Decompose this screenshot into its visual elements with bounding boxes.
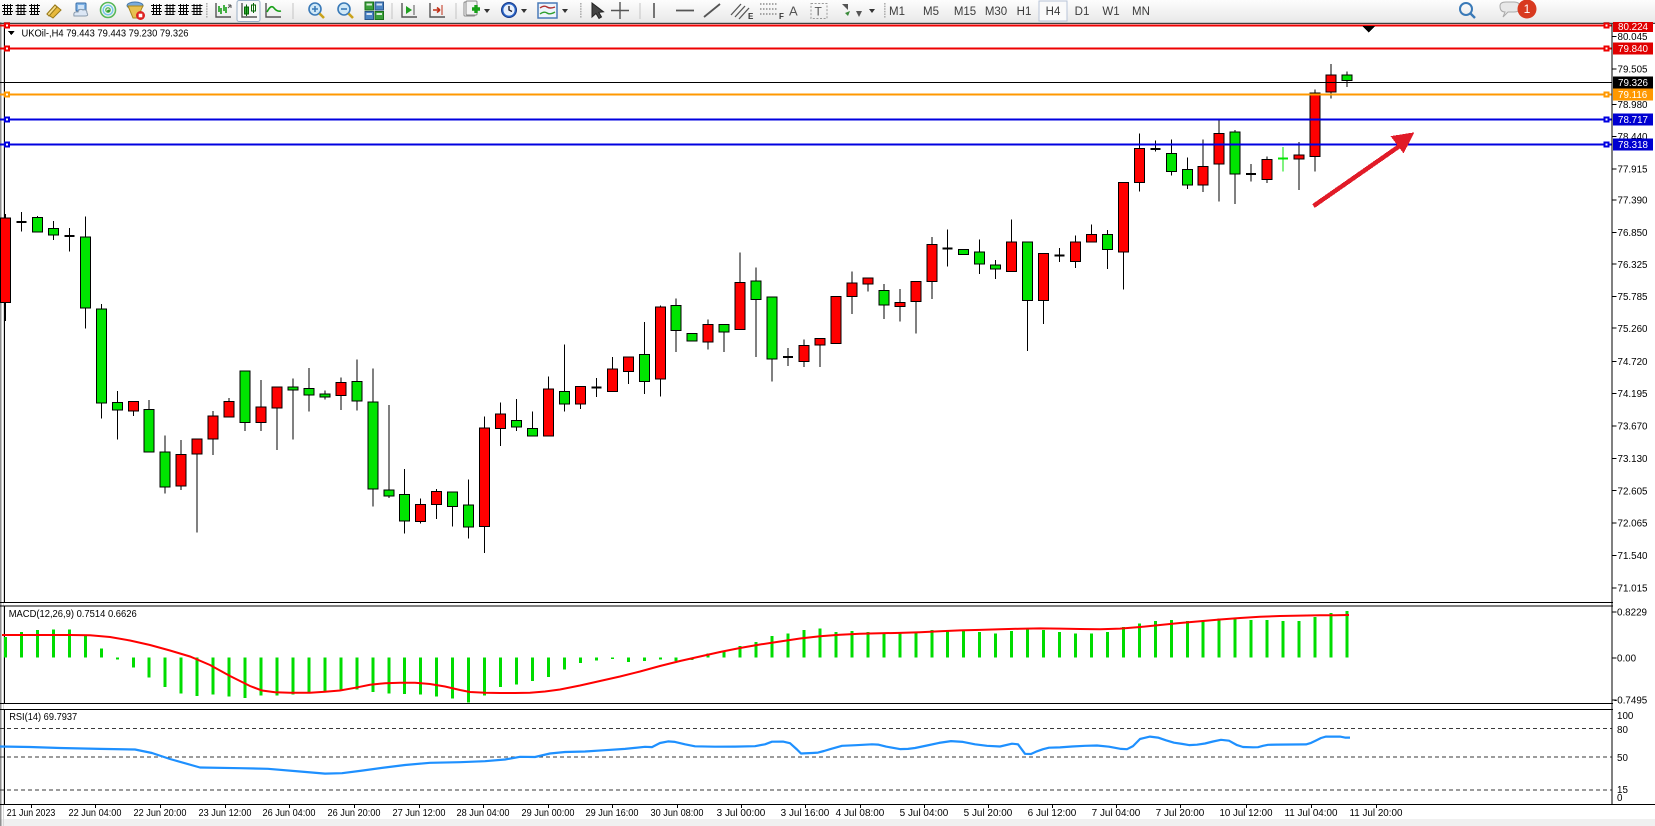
svg-text:11 Jul 20:00: 11 Jul 20:00 [1350,808,1404,819]
svg-text:11 Jul 04:00: 11 Jul 04:00 [1285,808,1339,819]
svg-text:M30: M30 [985,6,1007,18]
svg-text:0.8229: 0.8229 [1617,608,1647,619]
svg-text:74.720: 74.720 [1618,357,1649,368]
svg-text:71.540: 71.540 [1618,551,1649,562]
svg-text:80.224: 80.224 [1618,22,1649,33]
svg-text:M5: M5 [923,6,939,18]
svg-text:28 Jun 04:00: 28 Jun 04:00 [457,808,511,819]
svg-text:76.325: 76.325 [1618,260,1649,271]
svg-text:73.130: 73.130 [1618,454,1649,465]
svg-text:H1: H1 [1017,6,1032,18]
svg-text:-0.7495: -0.7495 [1614,696,1648,707]
svg-text:MACD(12,26,9) 0.7514 0.6626: MACD(12,26,9) 0.7514 0.6626 [9,609,137,620]
svg-text:78.980: 78.980 [1618,100,1649,111]
svg-text:80: 80 [1617,725,1628,736]
svg-text:0.00: 0.00 [1617,654,1637,665]
svg-text:50: 50 [1617,753,1628,764]
svg-text:75.785: 75.785 [1618,292,1649,303]
svg-text:10 Jul 12:00: 10 Jul 12:00 [1220,808,1274,819]
svg-text:77.915: 77.915 [1618,165,1649,176]
svg-text:71.015: 71.015 [1618,584,1649,595]
svg-text:76.850: 76.850 [1618,228,1649,239]
svg-text:74.195: 74.195 [1618,389,1649,400]
svg-text:26 Jun 04:00: 26 Jun 04:00 [263,808,317,819]
svg-text:22 Jun 20:00: 22 Jun 20:00 [134,808,188,819]
svg-text:F: F [779,12,784,21]
svg-text:79.840: 79.840 [1618,44,1649,55]
svg-text:E: E [748,12,754,21]
svg-text:77.390: 77.390 [1618,196,1649,207]
svg-text:79.326: 79.326 [1618,78,1649,89]
svg-text:RSI(14) 69.7937: RSI(14) 69.7937 [9,712,77,723]
svg-text:100: 100 [1617,711,1634,722]
svg-text:3 Jul 00:00: 3 Jul 00:00 [717,808,766,819]
svg-text:5 Jul 04:00: 5 Jul 04:00 [900,808,949,819]
svg-text:0: 0 [1617,793,1623,804]
svg-text:MN: MN [1132,6,1150,18]
svg-text:H4: H4 [1046,6,1061,18]
svg-text:23 Jun 12:00: 23 Jun 12:00 [199,808,253,819]
svg-text:7 Jul 04:00: 7 Jul 04:00 [1092,808,1141,819]
svg-text:22 Jun 04:00: 22 Jun 04:00 [69,808,123,819]
svg-text:78.318: 78.318 [1618,140,1649,151]
svg-text:6 Jul 12:00: 6 Jul 12:00 [1028,808,1077,819]
svg-text:1: 1 [1524,2,1531,16]
svg-text:4 Jul 08:00: 4 Jul 08:00 [836,808,885,819]
svg-text:A: A [789,4,798,19]
svg-text:29 Jun 16:00: 29 Jun 16:00 [586,808,640,819]
svg-text:72.605: 72.605 [1618,486,1649,497]
svg-text:79.505: 79.505 [1618,65,1649,76]
svg-text:80.045: 80.045 [1618,32,1649,43]
svg-text:72.065: 72.065 [1618,519,1649,530]
svg-text:29 Jun 00:00: 29 Jun 00:00 [522,808,576,819]
svg-text:UKOil-,H4 79.443 79.443 79.23: UKOil-,H4 79.443 79.443 79.230 79.326 [22,28,189,40]
svg-text:M1: M1 [889,6,905,18]
svg-text:3 Jul 16:00: 3 Jul 16:00 [781,808,830,819]
svg-text:M15: M15 [954,6,976,18]
svg-text:15: 15 [1617,785,1628,796]
svg-text:79.116: 79.116 [1618,90,1648,101]
svg-text:D1: D1 [1075,6,1090,18]
svg-text:21 Jun 2023: 21 Jun 2023 [7,808,56,819]
svg-text:78.717: 78.717 [1618,115,1648,126]
svg-text:75.260: 75.260 [1618,324,1649,335]
svg-text:30 Jun 08:00: 30 Jun 08:00 [651,808,705,819]
svg-text:73.670: 73.670 [1618,422,1649,433]
svg-text:5 Jul 20:00: 5 Jul 20:00 [964,808,1013,819]
svg-text:26 Jun 20:00: 26 Jun 20:00 [328,808,382,819]
svg-text:78.440: 78.440 [1618,132,1649,143]
svg-text:27 Jun 12:00: 27 Jun 12:00 [393,808,447,819]
svg-text:W1: W1 [1102,6,1119,18]
svg-text:T: T [815,5,823,19]
svg-text:7 Jul 20:00: 7 Jul 20:00 [1156,808,1205,819]
